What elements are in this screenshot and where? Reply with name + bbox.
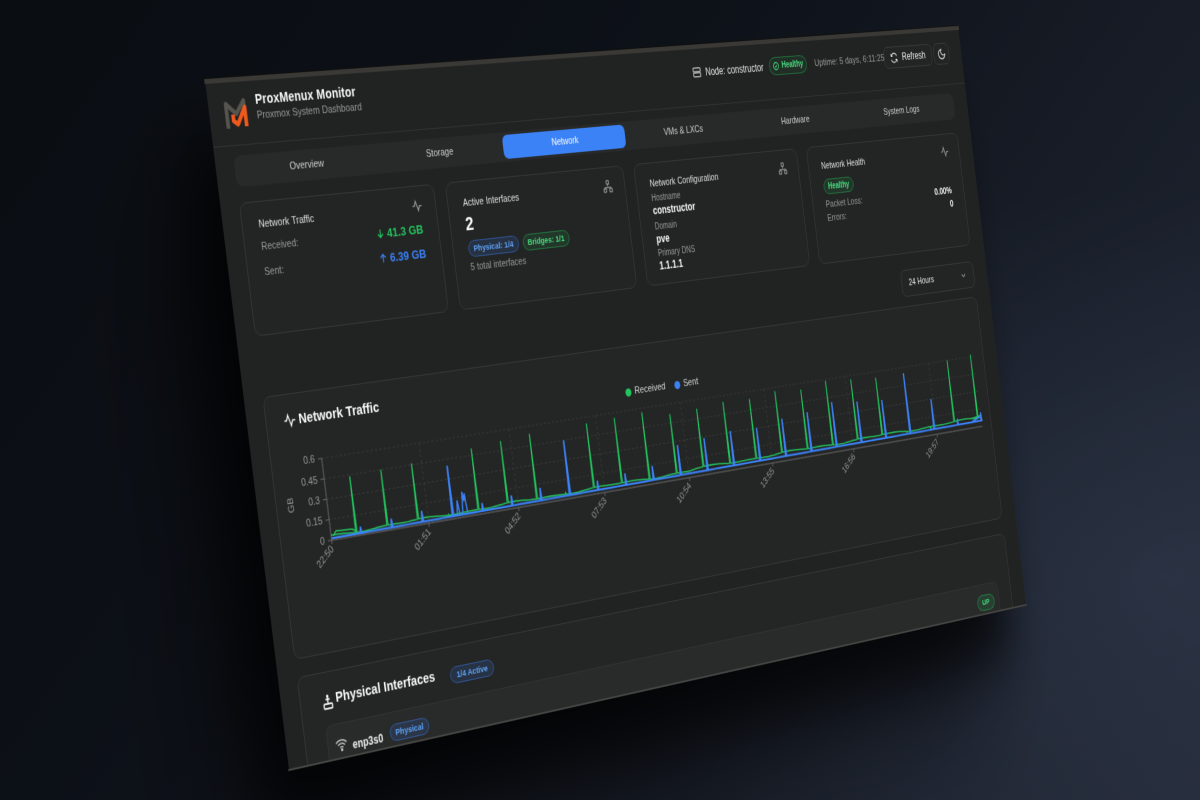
svg-text:0.45: 0.45	[301, 475, 319, 489]
svg-text:0.15: 0.15	[306, 516, 324, 531]
svg-text:19:57: 19:57	[925, 437, 941, 461]
svg-text:0.3: 0.3	[308, 495, 321, 509]
svg-text:GB: GB	[286, 496, 297, 513]
svg-text:0: 0	[320, 536, 326, 549]
svg-text:16:56: 16:56	[841, 451, 858, 475]
svg-text:0.6: 0.6	[303, 454, 316, 468]
svg-text:07:53: 07:53	[590, 495, 609, 521]
svg-text:10:54: 10:54	[676, 480, 694, 505]
svg-text:01:51: 01:51	[413, 526, 433, 553]
svg-text:22:50: 22:50	[315, 543, 336, 571]
svg-text:04:52: 04:52	[504, 510, 523, 537]
svg-text:13:55: 13:55	[759, 466, 776, 491]
